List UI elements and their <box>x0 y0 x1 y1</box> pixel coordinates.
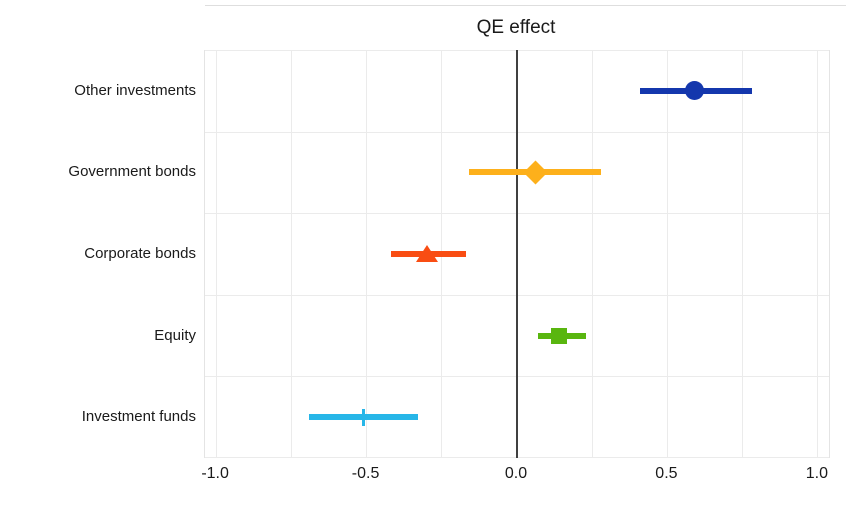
point-marker-diamond <box>523 160 548 185</box>
category-label: Investment funds <box>81 408 196 426</box>
x-axis-tick-label: -0.5 <box>351 465 380 482</box>
category-label: Other investments <box>74 81 196 99</box>
gridline-vertical <box>366 50 368 458</box>
gridline-vertical <box>817 50 819 458</box>
gridline-vertical <box>666 50 668 458</box>
top-divider-line <box>205 5 846 6</box>
x-axis-tick-label: 0.0 <box>504 465 528 482</box>
point-marker-square <box>551 327 568 344</box>
category-label: Government bonds <box>68 163 196 181</box>
gridline-vertical <box>290 50 292 458</box>
category-label: Corporate bonds <box>84 245 196 262</box>
gridline-vertical <box>742 50 744 458</box>
x-axis-tick-label: -1.0 <box>201 465 229 482</box>
point-marker-circle <box>685 81 704 101</box>
gridline-vertical <box>591 50 593 458</box>
zero-reference-line <box>516 50 518 458</box>
gridline-vertical <box>215 50 217 458</box>
plot-panel <box>204 50 830 458</box>
x-axis-tick-label: 0.5 <box>655 465 678 482</box>
point-marker-triangle <box>415 244 438 262</box>
x-axis-tick-label: 1.0 <box>805 465 828 482</box>
point-marker-tick <box>362 408 366 426</box>
chart-title: QE effect <box>476 17 556 38</box>
category-label: Equity <box>154 326 196 344</box>
